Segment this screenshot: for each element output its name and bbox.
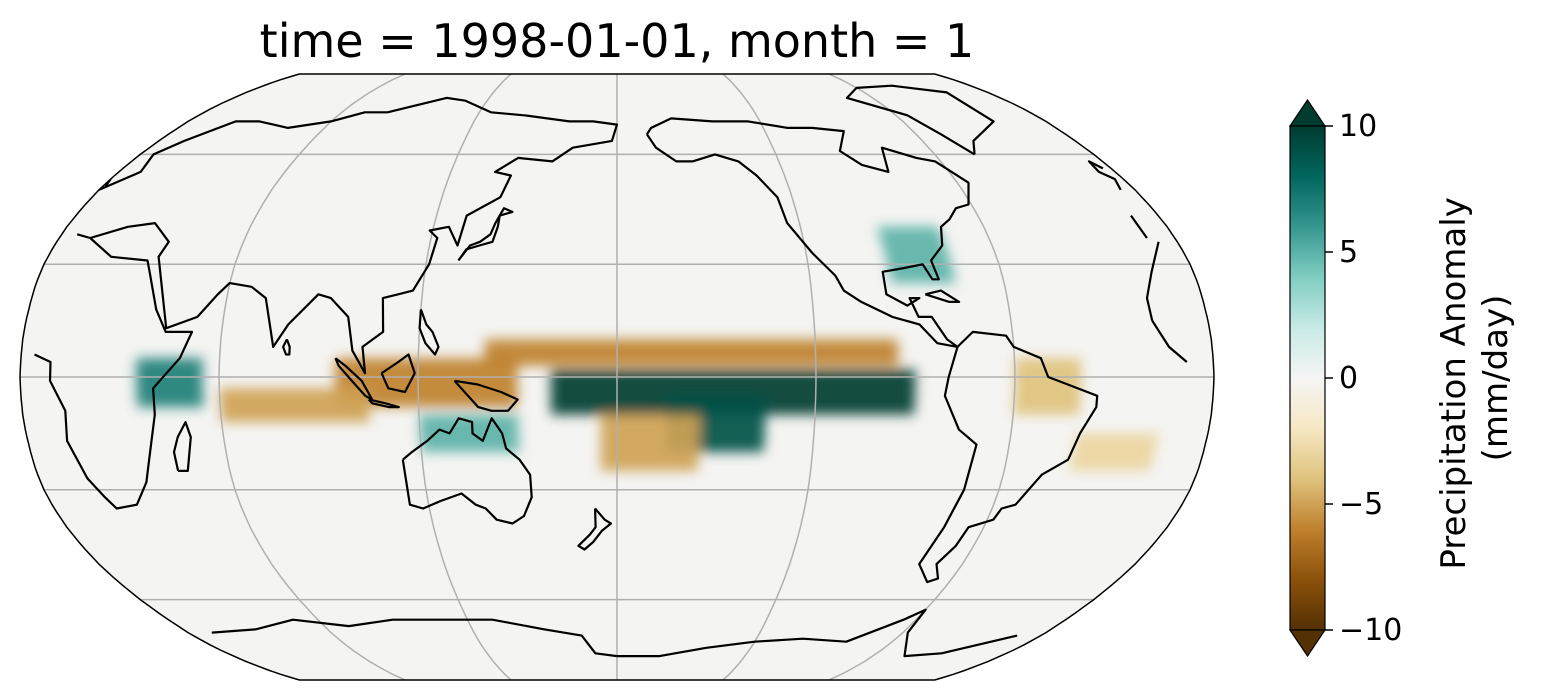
anomaly-indonesia-dry (335, 358, 518, 408)
colorbar-min-extend-arrow (1288, 629, 1327, 658)
colorbar-tick-label: 0 (1339, 361, 1358, 396)
coastline-madagascar (172, 421, 192, 472)
coastline-japan (457, 207, 514, 262)
anomaly-equatorial-central-pacific-wet (550, 369, 916, 415)
coastline-cuba (924, 289, 961, 303)
anomaly-south-atlantic-dry (1068, 433, 1159, 471)
coastline-sri-lanka (282, 338, 291, 356)
coastline-borneo (380, 353, 416, 394)
colorbar-ticks: 10 5 0 −5 −10 (1325, 109, 1402, 648)
anomaly-east-africa-wet (136, 358, 204, 408)
colorbar: 10 5 0 −5 −10 Precipitation Anomaly (mm/day) (1288, 98, 1516, 658)
anomaly-northeast-brazil-dry (1013, 358, 1082, 415)
coastline-sumatra (334, 357, 374, 401)
coastline-south-america (918, 330, 1099, 584)
colorbar-tick-label: −10 (1339, 613, 1402, 648)
anomaly-northern-australia-wet (418, 414, 520, 453)
coastline-antarctica (211, 608, 1018, 658)
coastlines (34, 84, 1188, 658)
coastline-australia (401, 417, 533, 525)
coastline-eurasia (76, 96, 1148, 375)
colorbar-max-extend-arrow (1288, 98, 1327, 127)
colorbar-tick-label: −5 (1339, 487, 1383, 522)
globe-outline (19, 73, 1215, 681)
coastline-java (367, 398, 400, 409)
anomaly-layer (136, 226, 1159, 471)
colorbar-label: Precipitation Anomaly (mm/day) (1434, 186, 1516, 569)
coastline-new-zealand (577, 507, 612, 551)
map-panel (19, 73, 1215, 681)
coastline-philippines (418, 309, 440, 356)
coastline-africa (34, 237, 1188, 510)
colorbar-tick-label: 10 (1339, 109, 1377, 144)
anomaly-south-pacific-convergence-dry (600, 414, 700, 471)
coastline-greenland (845, 84, 995, 156)
colorbar-label-line1: Precipitation Anomaly (1434, 197, 1474, 569)
colorbar-tick-label: 5 (1339, 235, 1358, 270)
colorbar-gradient (1289, 125, 1326, 631)
coastline-north-america (645, 117, 970, 348)
anomaly-north-equatorial-pacific-dry (484, 339, 899, 366)
coastline-new-guinea (453, 379, 519, 412)
colorbar-label-line2: (mm/day) (1476, 295, 1516, 462)
map-title: time = 1998-01-01, month = 1 (260, 14, 975, 68)
anomaly-indian-ocean-dry (219, 388, 370, 423)
